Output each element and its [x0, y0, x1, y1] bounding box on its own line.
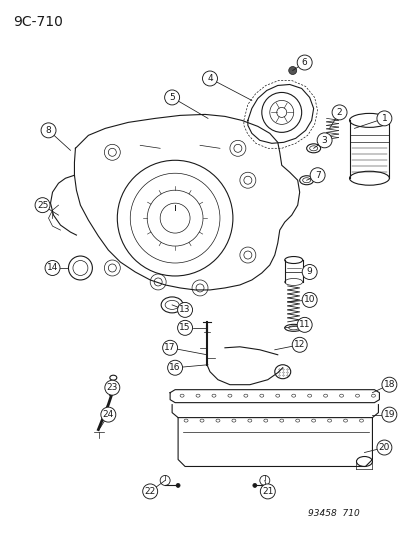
Circle shape [177, 320, 192, 335]
Text: 9: 9 [306, 268, 312, 277]
Text: 25: 25 [37, 200, 48, 209]
Circle shape [297, 55, 311, 70]
Circle shape [167, 360, 182, 375]
Circle shape [162, 340, 177, 356]
Circle shape [381, 377, 396, 392]
Text: 7: 7 [314, 171, 320, 180]
Text: 1: 1 [381, 114, 386, 123]
Circle shape [104, 380, 119, 395]
Circle shape [35, 198, 50, 213]
Text: 16: 16 [169, 363, 180, 372]
Text: 22: 22 [144, 487, 155, 496]
Text: 18: 18 [383, 380, 394, 389]
Text: 6: 6 [301, 58, 307, 67]
Text: 9C-710: 9C-710 [13, 15, 62, 29]
Circle shape [331, 105, 346, 120]
Text: 14: 14 [47, 263, 58, 272]
Circle shape [376, 440, 391, 455]
Text: 4: 4 [206, 74, 212, 83]
Text: 2: 2 [336, 108, 342, 117]
Text: 13: 13 [179, 305, 190, 314]
Circle shape [45, 261, 60, 276]
Circle shape [252, 483, 256, 487]
Circle shape [177, 302, 192, 317]
Circle shape [301, 293, 316, 308]
Text: 10: 10 [303, 295, 315, 304]
Circle shape [142, 484, 157, 499]
Text: 23: 23 [107, 383, 118, 392]
Circle shape [176, 483, 180, 487]
Circle shape [316, 133, 331, 148]
Text: 17: 17 [164, 343, 176, 352]
Circle shape [309, 168, 324, 183]
Text: 3: 3 [321, 136, 327, 145]
Text: 8: 8 [45, 126, 51, 135]
Text: 20: 20 [378, 443, 389, 452]
Circle shape [288, 67, 296, 75]
Text: 11: 11 [298, 320, 310, 329]
Circle shape [260, 484, 275, 499]
Text: 15: 15 [179, 324, 190, 333]
Circle shape [202, 71, 217, 86]
Text: 93458  710: 93458 710 [307, 510, 358, 518]
Text: 24: 24 [102, 410, 114, 419]
Circle shape [164, 90, 179, 105]
Circle shape [101, 407, 116, 422]
Circle shape [41, 123, 56, 138]
Text: 12: 12 [293, 340, 305, 349]
Circle shape [381, 407, 396, 422]
Circle shape [292, 337, 306, 352]
Circle shape [376, 111, 391, 126]
Text: 5: 5 [169, 93, 175, 102]
Circle shape [301, 264, 316, 279]
Text: 19: 19 [383, 410, 394, 419]
Text: 21: 21 [261, 487, 273, 496]
Circle shape [297, 317, 311, 333]
